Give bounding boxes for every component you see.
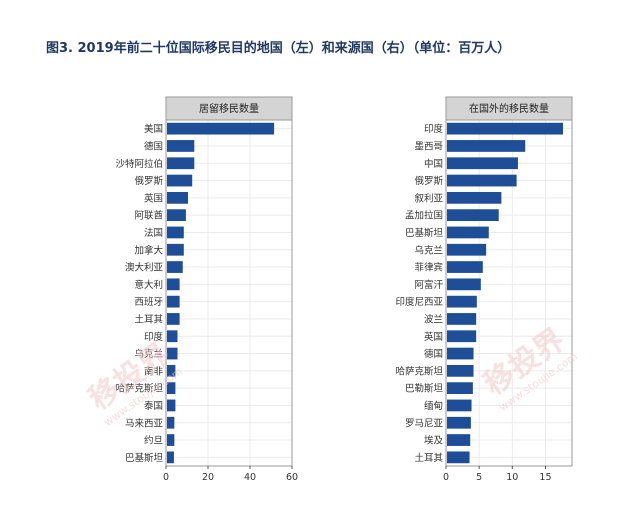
bar xyxy=(167,399,176,412)
bar xyxy=(447,209,499,222)
bar xyxy=(447,451,470,464)
bar xyxy=(447,157,518,170)
plot-border xyxy=(445,119,573,467)
tick-label: 60 xyxy=(286,472,298,483)
bar xyxy=(447,226,489,239)
category-label: 沙特阿拉伯 xyxy=(115,158,163,170)
category-label: 英国 xyxy=(424,331,443,343)
panel-label: 居留移民数量 xyxy=(199,102,259,115)
bar xyxy=(167,122,275,135)
bar xyxy=(167,382,176,395)
bar xyxy=(167,416,175,429)
bar xyxy=(447,140,526,152)
figure-title: 图3. 2019年前二十位国际移民目的地国（左）和来源国（右）（单位：百万人） xyxy=(46,41,511,56)
category-label: 泰国 xyxy=(144,400,163,412)
plot-border xyxy=(165,119,293,467)
bar xyxy=(167,261,183,273)
category-label: 菲律宾 xyxy=(414,262,443,274)
category-label: 意大利 xyxy=(134,279,163,291)
category-label: 加拿大 xyxy=(134,244,163,256)
bar xyxy=(167,434,175,446)
destination-countries-panel: 居留移民数量美国德国沙特阿拉伯俄罗斯英国阿联酋法国加拿大澳大利亚意大利西班牙土耳… xyxy=(115,96,298,483)
category-label: 哈萨克斯坦 xyxy=(395,365,443,377)
tick-label: 0 xyxy=(163,472,169,483)
category-label: 美国 xyxy=(144,123,163,135)
category-label: 乌克兰 xyxy=(134,348,163,360)
category-label: 英国 xyxy=(144,192,163,204)
category-label: 印度 xyxy=(144,331,164,343)
category-label: 哈萨克斯坦 xyxy=(115,383,163,395)
origin-countries-panel: 在国外的移民数量印度墨西哥中国俄罗斯叙利亚孟加拉国巴基斯坦乌克兰菲律宾阿富汗印度… xyxy=(395,96,573,483)
category-label: 德国 xyxy=(144,140,163,152)
bar xyxy=(447,382,473,395)
category-label: 巴基斯坦 xyxy=(125,452,164,464)
bar xyxy=(167,451,174,464)
bar xyxy=(447,295,477,308)
bar xyxy=(167,313,180,325)
category-label: 德国 xyxy=(424,348,443,360)
category-label: 西班牙 xyxy=(134,296,163,308)
bar xyxy=(167,140,195,152)
category-label: 乌克兰 xyxy=(414,244,443,256)
bar xyxy=(167,364,176,377)
bar xyxy=(447,122,564,135)
tick-label: 20 xyxy=(202,472,214,483)
category-label: 俄罗斯 xyxy=(134,175,163,187)
bar xyxy=(167,295,180,308)
category-label: 罗马尼亚 xyxy=(405,418,444,429)
bar xyxy=(447,174,517,187)
category-label: 波兰 xyxy=(424,313,443,325)
bar xyxy=(447,330,477,343)
bar xyxy=(447,278,481,291)
tick-label: 15 xyxy=(539,472,551,483)
bar xyxy=(167,209,186,222)
bar xyxy=(167,174,193,187)
category-label: 澳大利亚 xyxy=(125,262,164,274)
bar xyxy=(167,157,195,170)
tick-label: 0 xyxy=(443,472,449,483)
bar xyxy=(447,399,472,412)
category-label: 巴基斯坦 xyxy=(405,227,444,239)
bar xyxy=(167,347,178,360)
category-label: 南非 xyxy=(144,365,164,377)
category-label: 土耳其 xyxy=(134,313,163,325)
plot-background xyxy=(445,119,573,467)
bar xyxy=(167,330,178,343)
category-label: 印度 xyxy=(424,123,444,135)
bar xyxy=(447,261,483,273)
category-label: 中国 xyxy=(424,158,443,170)
panel-label: 在国外的移民数量 xyxy=(469,102,549,115)
bar xyxy=(447,243,487,256)
category-label: 埃及 xyxy=(424,435,444,447)
category-label: 阿富汗 xyxy=(414,279,443,291)
bar xyxy=(447,191,502,204)
plot-background xyxy=(165,119,293,467)
bar xyxy=(167,191,188,204)
bar xyxy=(447,313,477,325)
bar xyxy=(167,226,184,239)
category-label: 阿联酋 xyxy=(134,210,163,222)
bar xyxy=(447,347,474,360)
tick-label: 40 xyxy=(244,472,256,483)
category-label: 俄罗斯 xyxy=(414,175,443,187)
category-label: 叙利亚 xyxy=(414,192,443,204)
category-label: 马来西亚 xyxy=(125,418,164,429)
bar xyxy=(167,243,184,256)
tick-label: 10 xyxy=(506,472,518,483)
bar xyxy=(447,434,471,446)
category-label: 墨西哥 xyxy=(414,141,443,152)
category-label: 缅甸 xyxy=(424,400,443,412)
category-label: 孟加拉国 xyxy=(405,210,443,222)
category-label: 巴勒斯坦 xyxy=(405,383,444,395)
bar xyxy=(167,278,180,291)
category-label: 约旦 xyxy=(144,435,163,447)
category-label: 法国 xyxy=(144,227,163,239)
bar xyxy=(447,416,471,429)
category-label: 土耳其 xyxy=(414,452,443,464)
tick-label: 5 xyxy=(476,472,482,483)
bar xyxy=(447,364,474,377)
category-label: 印度尼西亚 xyxy=(395,296,443,308)
